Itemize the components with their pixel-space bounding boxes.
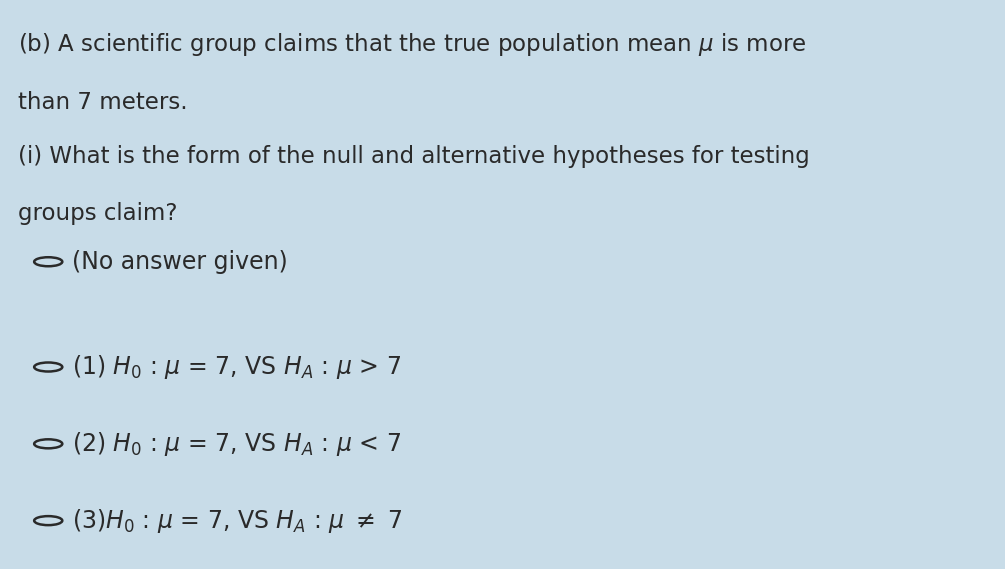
Text: (i) What is the form of the null and alternative hypotheses for testing: (i) What is the form of the null and alt… (18, 145, 810, 168)
Text: groups claim?: groups claim? (18, 202, 178, 225)
Text: (b) A scientific group claims that the true population mean $\mu$ is more: (b) A scientific group claims that the t… (18, 31, 806, 58)
Text: (3)$H_0$ : $\mu$ = 7, VS $H_A$ : $\mu$ $\neq$ 7: (3)$H_0$ : $\mu$ = 7, VS $H_A$ : $\mu$ $… (72, 506, 403, 535)
Text: than 7 meters.: than 7 meters. (18, 91, 188, 114)
Text: (2) $H_0$ : $\mu$ = 7, VS $H_A$ : $\mu$ < 7: (2) $H_0$ : $\mu$ = 7, VS $H_A$ : $\mu$ … (72, 430, 401, 458)
Text: (1) $H_0$ : $\mu$ = 7, VS $H_A$ : $\mu$ > 7: (1) $H_0$ : $\mu$ = 7, VS $H_A$ : $\mu$ … (72, 353, 401, 381)
Text: (No answer given): (No answer given) (72, 250, 288, 274)
